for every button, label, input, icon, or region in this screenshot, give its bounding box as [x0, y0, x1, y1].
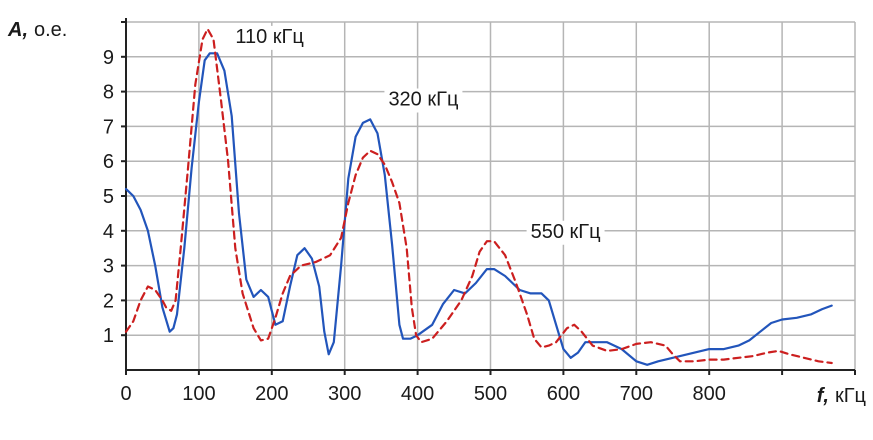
x-tick-label: 200 — [255, 383, 288, 405]
annotation-background — [526, 220, 605, 245]
grid-lines — [126, 21, 856, 370]
y-axis-variable: A, — [7, 19, 28, 41]
y-tick-label: 4 — [103, 221, 114, 243]
y-tick-label: 5 — [103, 186, 114, 208]
x-tick-label: 800 — [693, 383, 726, 405]
x-axis-label: f, кГц — [817, 385, 866, 407]
y-tick-label: 6 — [103, 151, 114, 173]
series-group — [124, 27, 833, 366]
y-tick-label: 8 — [103, 82, 114, 104]
annotation-label: 110 кГц — [235, 26, 303, 48]
series-line-solid — [124, 52, 833, 366]
tick-labels: 0 100 200 300 400 500 600 700 800 1 2 3 4 5 6 7 8 9 — [103, 47, 726, 405]
y-tick-label: 9 — [103, 47, 114, 69]
x-tick-label: 400 — [401, 383, 434, 405]
y-tick-label: 7 — [103, 116, 114, 138]
annotation-label: 320 кГц — [388, 89, 458, 111]
x-tick-label: 600 — [547, 383, 580, 405]
axes — [121, 18, 856, 375]
y-tick-label: 1 — [103, 325, 114, 347]
x-tick-label: 300 — [328, 383, 361, 405]
y-tick-label: 2 — [103, 290, 114, 312]
series-line-dashed — [124, 27, 833, 365]
x-tick-label: 700 — [620, 383, 653, 405]
x-tick-label: 500 — [474, 383, 507, 405]
annotations: 110 кГц 320 кГц 550 кГц — [231, 25, 605, 245]
annotation-background — [384, 88, 463, 113]
y-axis-unit: о.е. — [34, 19, 67, 41]
x-tick-label: 0 — [120, 383, 131, 405]
y-axis-label: A, о.е. — [7, 19, 67, 41]
x-tick-label: 100 — [182, 383, 215, 405]
annotation-label: 550 кГц — [531, 221, 601, 243]
annotation-background — [231, 25, 308, 50]
y-tick-label: 3 — [103, 256, 114, 278]
x-axis-unit: кГц — [835, 385, 866, 407]
x-axis-variable: f, — [817, 385, 829, 407]
